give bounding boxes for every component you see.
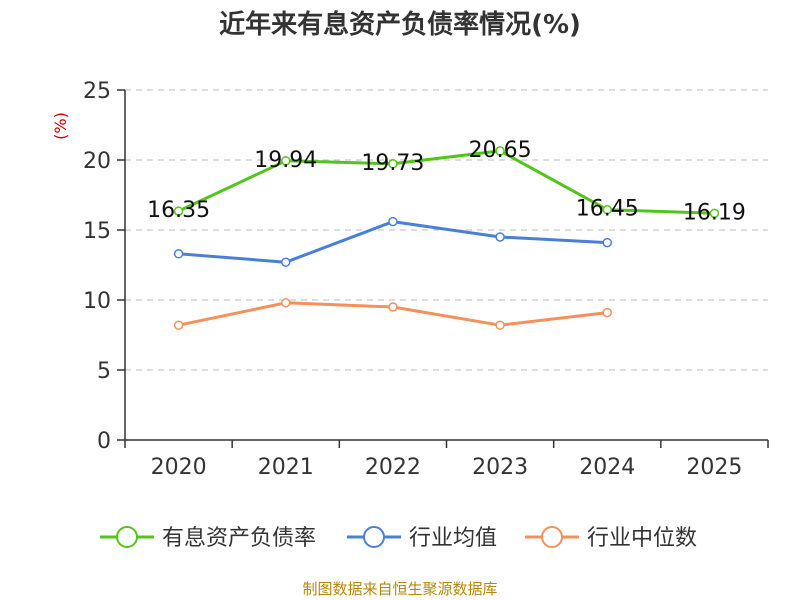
y-tick-label: 25 (83, 79, 111, 104)
legend-label: 行业均值 (409, 526, 497, 551)
data-point (602, 237, 612, 248)
series-group (173, 146, 720, 330)
data-point (173, 206, 184, 216)
data-point (602, 204, 612, 215)
data-point (281, 298, 291, 308)
y-axis-unit-label: (%) (51, 112, 70, 140)
data-point (173, 249, 184, 259)
legend-item-2[interactable]: 行业均值 (347, 526, 497, 551)
data-point (281, 156, 291, 166)
x-tick-label: 2024 (579, 455, 635, 480)
legend-marker (541, 526, 563, 548)
y-tick-label: 0 (97, 429, 111, 454)
data-point (281, 257, 291, 267)
data-point (709, 208, 720, 219)
data-point (388, 302, 398, 312)
legend-marker (116, 526, 138, 548)
data-label: 16.19 (683, 200, 746, 225)
y-tick-label: 15 (83, 219, 111, 244)
source-note: 制图数据来自恒生聚源数据库 (302, 580, 498, 598)
legend-label: 有息资产负债率 (162, 526, 316, 551)
legend-label: 行业中位数 (587, 526, 697, 551)
series-line-2 (178, 220, 608, 264)
data-point (495, 232, 505, 242)
chart-title: 近年来有息资产负债率情况(%) (219, 10, 581, 40)
data-point (495, 146, 505, 156)
data-labels: 16.35 19.94 19.73 20.65 16.45 16.19 (147, 138, 746, 225)
data-label: 19.73 (361, 151, 424, 176)
x-tick-label: 2020 (151, 455, 207, 480)
data-point (388, 216, 398, 227)
legend-item-3[interactable]: 行业中位数 (525, 526, 697, 551)
y-tick-label: 20 (83, 149, 111, 174)
legend-item-1[interactable]: 有息资产负债率 (100, 526, 316, 551)
y-tick-label: 5 (97, 359, 111, 384)
data-label: 20.65 (469, 138, 532, 163)
legend[interactable]: 有息资产负债率 行业均值 行业中位数 (100, 526, 697, 551)
data-label: 16.35 (147, 198, 210, 223)
x-tick-label: 2023 (472, 455, 528, 480)
x-tick-label: 2025 (686, 455, 742, 480)
data-point (388, 159, 398, 169)
x-tick-label: 2021 (258, 455, 314, 480)
data-point (495, 320, 505, 330)
data-point (602, 307, 612, 318)
data-label: 19.94 (254, 148, 317, 173)
legend-marker (363, 526, 385, 548)
data-point (173, 320, 184, 330)
x-tick-label: 2022 (365, 455, 421, 480)
data-label: 16.45 (576, 197, 639, 222)
y-tick-label: 10 (83, 289, 111, 314)
series-line-1 (177, 149, 715, 215)
